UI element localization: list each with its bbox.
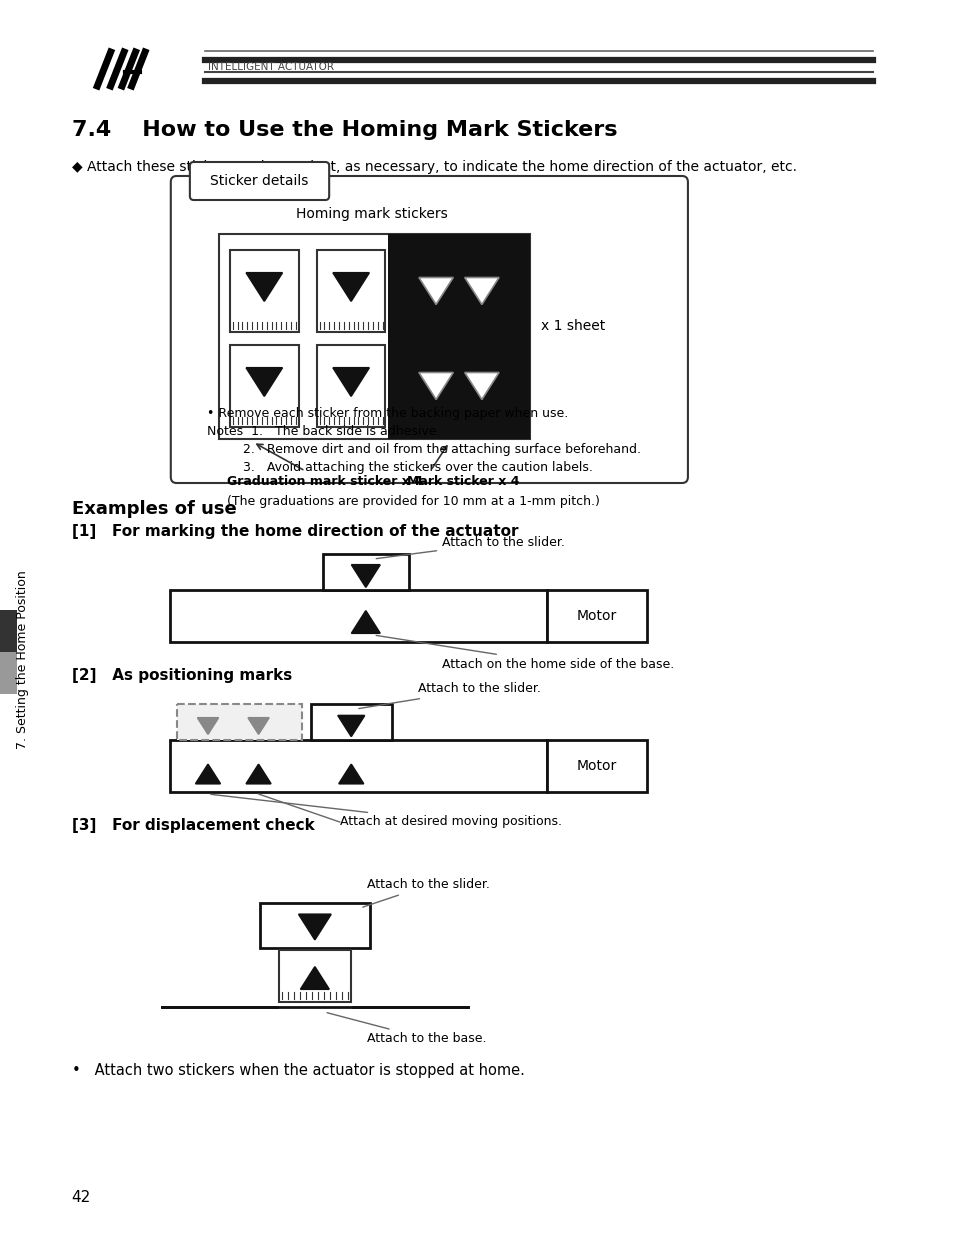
Polygon shape <box>351 564 379 588</box>
Bar <box>279 950 351 1002</box>
Text: (The graduations are provided for 10 mm at a 1-mm pitch.): (The graduations are provided for 10 mm … <box>227 495 599 508</box>
Text: Examples of use: Examples of use <box>71 500 236 517</box>
Text: [1]   For marking the home direction of the actuator: [1] For marking the home direction of th… <box>71 524 517 538</box>
Bar <box>546 740 646 792</box>
Text: Motor: Motor <box>576 609 616 622</box>
Bar <box>311 704 392 740</box>
Text: Attach to the slider.: Attach to the slider. <box>358 683 540 709</box>
Polygon shape <box>246 368 282 396</box>
Polygon shape <box>464 278 498 305</box>
Polygon shape <box>418 373 453 399</box>
Bar <box>177 704 301 740</box>
Text: Attach at desired moving positions.: Attach at desired moving positions. <box>211 794 561 829</box>
Bar <box>322 555 408 590</box>
Text: Graduation mark sticker x 4: Graduation mark sticker x 4 <box>227 475 422 488</box>
Text: 3.   Avoid attaching the stickers over the caution labels.: 3. Avoid attaching the stickers over the… <box>243 461 593 474</box>
Bar <box>170 590 546 642</box>
Text: Sticker details: Sticker details <box>210 174 309 188</box>
Bar <box>170 740 546 792</box>
Polygon shape <box>246 273 282 301</box>
Polygon shape <box>195 764 220 784</box>
Text: • Remove each sticker from the backing paper when use.: • Remove each sticker from the backing p… <box>207 408 568 420</box>
Bar <box>230 249 298 332</box>
Text: •   Attach two stickers when the actuator is stopped at home.: • Attach two stickers when the actuator … <box>71 1063 524 1078</box>
Text: Attach to the slider.: Attach to the slider. <box>362 878 490 908</box>
Bar <box>219 233 529 438</box>
Polygon shape <box>333 368 369 396</box>
Text: 2.   Remove dirt and oil from the attaching surface beforehand.: 2. Remove dirt and oil from the attachin… <box>243 443 640 456</box>
Polygon shape <box>337 715 364 736</box>
Polygon shape <box>246 764 271 784</box>
Text: Notes  1.   The back side is adhesive.: Notes 1. The back side is adhesive. <box>207 425 440 438</box>
Text: 42: 42 <box>71 1191 91 1205</box>
Bar <box>316 249 385 332</box>
Polygon shape <box>351 611 379 634</box>
Text: x 1 sheet: x 1 sheet <box>540 320 604 333</box>
Text: Attach on the home side of the base.: Attach on the home side of the base. <box>375 636 674 671</box>
FancyBboxPatch shape <box>171 177 687 483</box>
Text: INTELLIGENT ACTUATOR: INTELLIGENT ACTUATOR <box>208 62 334 72</box>
Text: 7.4    How to Use the Homing Mark Stickers: 7.4 How to Use the Homing Mark Stickers <box>71 120 617 140</box>
Polygon shape <box>338 764 363 784</box>
Text: 7. Setting the Home Position: 7. Setting the Home Position <box>16 571 30 750</box>
Text: Homing mark stickers: Homing mark stickers <box>295 207 447 221</box>
Polygon shape <box>300 967 329 989</box>
Bar <box>260 903 370 948</box>
Text: Attach to the slider.: Attach to the slider. <box>375 536 564 558</box>
Text: [2]   As positioning marks: [2] As positioning marks <box>71 668 292 683</box>
FancyBboxPatch shape <box>190 162 329 200</box>
Polygon shape <box>464 373 498 399</box>
Bar <box>388 233 529 438</box>
Text: Motor: Motor <box>576 760 616 773</box>
Polygon shape <box>248 718 269 735</box>
Polygon shape <box>298 914 331 940</box>
Text: [3]   For displacement check: [3] For displacement check <box>71 818 314 832</box>
Bar <box>316 345 385 427</box>
Polygon shape <box>197 718 218 735</box>
Text: Mark sticker x 4: Mark sticker x 4 <box>406 475 518 488</box>
Text: Attach to the base.: Attach to the base. <box>327 1013 486 1046</box>
Polygon shape <box>333 273 369 301</box>
Bar <box>546 590 646 642</box>
Bar <box>0 652 17 694</box>
Text: ◆ Attach these stickers to the product, as necessary, to indicate the home direc: ◆ Attach these stickers to the product, … <box>71 161 796 174</box>
Bar <box>0 610 17 652</box>
Polygon shape <box>418 278 453 305</box>
Bar <box>230 345 298 427</box>
